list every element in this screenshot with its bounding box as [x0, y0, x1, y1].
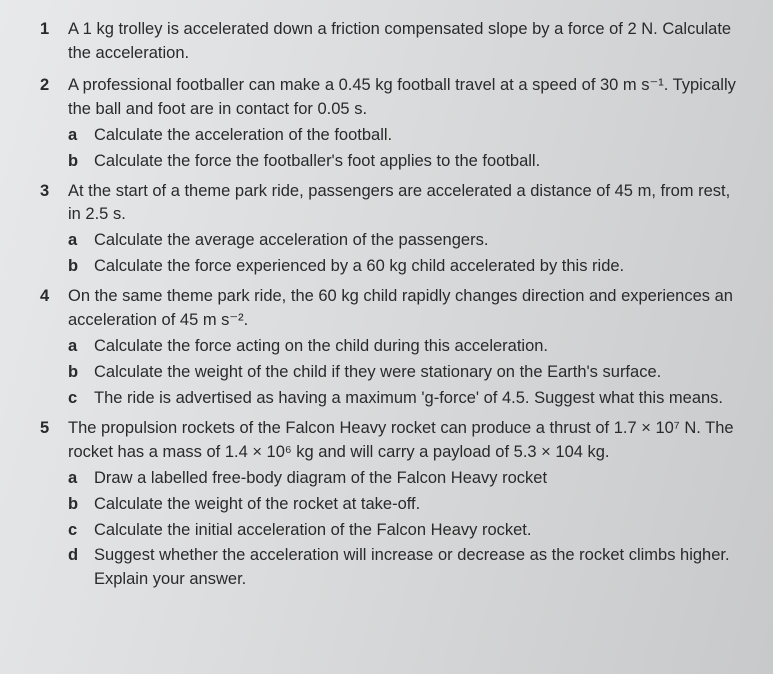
question-intro: A professional footballer can make a 0.4… [68, 74, 745, 122]
sub-c: c Calculate the initial acceleration of … [68, 519, 745, 543]
sub-a: a Calculate the acceleration of the foot… [68, 124, 745, 148]
question-1: 1 A 1 kg trolley is accelerated down a f… [40, 18, 745, 68]
sub-letter: b [68, 493, 94, 517]
sub-letter: d [68, 544, 94, 592]
question-body: A 1 kg trolley is accelerated down a fri… [68, 18, 745, 68]
sub-letter: a [68, 124, 94, 148]
sub-b: b Calculate the weight of the child if t… [68, 361, 745, 385]
question-intro: At the start of a theme park ride, passe… [68, 180, 745, 228]
sub-c: c The ride is advertised as having a max… [68, 387, 745, 411]
question-2: 2 A professional footballer can make a 0… [40, 74, 745, 174]
question-intro: A 1 kg trolley is accelerated down a fri… [68, 18, 745, 66]
sub-letter: b [68, 255, 94, 279]
sub-text: Calculate the weight of the rocket at ta… [94, 493, 745, 517]
question-number: 5 [40, 417, 68, 592]
sub-text: The ride is advertised as having a maxim… [94, 387, 745, 411]
question-body: At the start of a theme park ride, passe… [68, 180, 745, 280]
question-body: A professional footballer can make a 0.4… [68, 74, 745, 174]
question-number: 4 [40, 285, 68, 411]
sub-letter: b [68, 150, 94, 174]
question-intro: On the same theme park ride, the 60 kg c… [68, 285, 745, 333]
sub-text: Calculate the weight of the child if the… [94, 361, 745, 385]
sub-a: a Draw a labelled free-body diagram of t… [68, 467, 745, 491]
question-intro: The propulsion rockets of the Falcon Hea… [68, 417, 745, 465]
sub-text: Draw a labelled free-body diagram of the… [94, 467, 745, 491]
sub-b: b Calculate the force the footballer's f… [68, 150, 745, 174]
sub-letter: a [68, 335, 94, 359]
question-5: 5 The propulsion rockets of the Falcon H… [40, 417, 745, 592]
question-3: 3 At the start of a theme park ride, pas… [40, 180, 745, 280]
sub-a: a Calculate the force acting on the chil… [68, 335, 745, 359]
document-page: 1 A 1 kg trolley is accelerated down a f… [0, 0, 773, 674]
question-body: The propulsion rockets of the Falcon Hea… [68, 417, 745, 592]
sub-text: Calculate the force acting on the child … [94, 335, 745, 359]
sub-text: Calculate the average acceleration of th… [94, 229, 745, 253]
question-number: 2 [40, 74, 68, 174]
sub-letter: a [68, 467, 94, 491]
sub-a: a Calculate the average acceleration of … [68, 229, 745, 253]
sub-b: b Calculate the weight of the rocket at … [68, 493, 745, 517]
sub-b: b Calculate the force experienced by a 6… [68, 255, 745, 279]
question-number: 3 [40, 180, 68, 280]
question-body: On the same theme park ride, the 60 kg c… [68, 285, 745, 411]
sub-text: Suggest whether the acceleration will in… [94, 544, 745, 592]
question-4: 4 On the same theme park ride, the 60 kg… [40, 285, 745, 411]
sub-letter: c [68, 519, 94, 543]
question-number: 1 [40, 18, 68, 68]
sub-letter: a [68, 229, 94, 253]
sub-text: Calculate the force the footballer's foo… [94, 150, 745, 174]
sub-text: Calculate the acceleration of the footba… [94, 124, 745, 148]
sub-letter: c [68, 387, 94, 411]
sub-letter: b [68, 361, 94, 385]
sub-text: Calculate the force experienced by a 60 … [94, 255, 745, 279]
sub-text: Calculate the initial acceleration of th… [94, 519, 745, 543]
sub-d: d Suggest whether the acceleration will … [68, 544, 745, 592]
